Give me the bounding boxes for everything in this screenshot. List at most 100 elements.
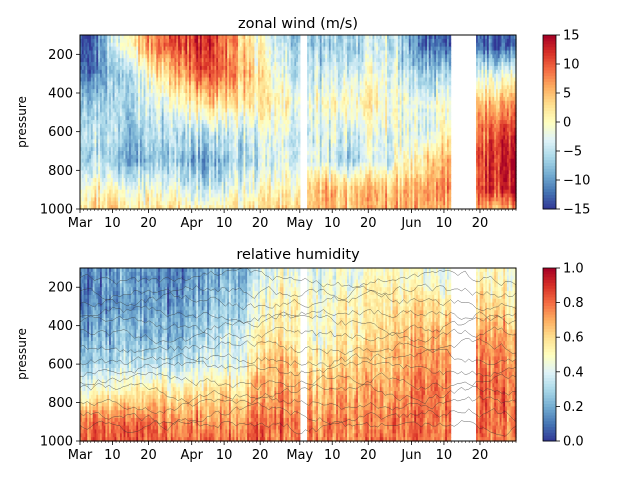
heatmap-cell xyxy=(80,178,83,183)
heatmap-cell xyxy=(116,69,119,75)
heatmap-cell xyxy=(118,166,121,171)
heatmap-cell xyxy=(94,178,97,183)
heatmap-cell xyxy=(89,108,92,113)
heatmap-cell xyxy=(98,197,101,202)
heatmap-cell xyxy=(109,81,112,86)
heatmap-cell xyxy=(94,154,97,160)
heatmap-cell xyxy=(116,89,119,94)
heatmap-cell xyxy=(90,178,94,183)
heatmap-cell xyxy=(85,185,88,191)
heatmap-cell xyxy=(110,58,114,63)
heatmap-cell xyxy=(80,54,83,59)
heatmap-cell xyxy=(83,127,87,133)
heatmap-cell xyxy=(83,50,87,55)
zonal-wind-panel: zonal wind (m/s) pressure Mar 10 20 Apr 10 20… xyxy=(15,16,590,231)
heatmap-cell xyxy=(123,147,127,152)
heatmap-cell xyxy=(98,123,101,129)
heatmap-cell xyxy=(105,185,108,191)
heatmap-cell xyxy=(101,189,105,195)
heatmap-cell xyxy=(90,116,94,121)
heatmap-cell xyxy=(92,178,96,183)
heatmap-cell xyxy=(81,65,85,71)
heatmap-cell xyxy=(92,42,96,48)
heatmap-cell xyxy=(123,205,127,210)
heatmap-cell xyxy=(118,151,121,156)
heatmap-cell xyxy=(89,147,92,152)
heatmap-cell xyxy=(110,62,114,67)
heatmap-cell xyxy=(94,120,97,125)
heatmap-cell xyxy=(89,104,92,110)
heatmap-cell xyxy=(109,170,112,175)
heatmap-cell xyxy=(98,116,101,121)
heatmap-cell xyxy=(121,38,125,44)
heatmap-cell xyxy=(101,201,105,206)
heatmap-cell xyxy=(101,127,105,133)
heatmap-cell xyxy=(89,58,92,63)
heatmap-cell xyxy=(85,50,88,55)
heatmap-cell xyxy=(96,135,99,140)
heatmap-cell xyxy=(118,38,121,44)
heatmap-cell xyxy=(121,147,125,152)
heatmap-cell xyxy=(98,58,101,63)
heatmap-cell xyxy=(83,62,87,67)
heatmap-cell xyxy=(94,193,97,198)
heatmap-cell xyxy=(103,185,107,191)
heatmap-cell xyxy=(103,96,107,102)
heatmap-cell xyxy=(101,120,105,125)
heatmap-cell xyxy=(125,81,128,86)
heatmap-cell xyxy=(105,197,108,202)
heatmap-cell xyxy=(94,77,97,82)
heatmap-cell xyxy=(119,131,123,137)
heatmap-cell xyxy=(94,104,97,110)
heatmap-cell xyxy=(99,166,103,171)
heatmap-cell xyxy=(81,189,85,195)
heatmap-cell xyxy=(114,89,117,94)
heatmap-cell xyxy=(105,65,108,71)
heatmap-cell xyxy=(83,174,87,179)
heatmap-cell xyxy=(94,205,97,210)
heatmap-cell xyxy=(89,154,92,160)
heatmap-cell xyxy=(80,143,83,148)
heatmap-cell xyxy=(87,123,90,129)
heatmap-cell xyxy=(125,158,128,164)
heatmap-cell xyxy=(87,58,90,63)
heatmap-cell xyxy=(87,174,90,179)
heatmap-cell xyxy=(107,158,110,164)
heatmap-cell xyxy=(119,189,123,195)
heatmap-cell xyxy=(125,65,128,71)
heatmap-cell xyxy=(87,69,90,75)
heatmap-cell xyxy=(110,166,114,171)
heatmap-cell xyxy=(116,193,119,198)
heatmap-cell xyxy=(107,197,110,202)
heatmap-cell xyxy=(110,73,114,79)
heatmap-cell xyxy=(83,139,87,144)
heatmap-cell xyxy=(87,193,90,198)
heatmap-cell xyxy=(118,35,121,40)
heatmap-cell xyxy=(127,96,130,102)
heatmap-cell xyxy=(96,174,99,179)
heatmap-cell xyxy=(114,174,117,179)
heatmap-cell xyxy=(107,139,110,144)
heatmap-cell xyxy=(92,85,96,90)
heatmap-cell xyxy=(118,174,121,179)
heatmap-cell xyxy=(89,131,92,137)
heatmap-cell xyxy=(80,127,83,133)
heatmap-cell xyxy=(119,162,123,168)
heatmap-cell xyxy=(109,96,112,102)
heatmap-cell xyxy=(103,65,107,71)
heatmap-cell xyxy=(101,147,105,152)
heatmap-cell xyxy=(107,65,110,71)
heatmap-cell xyxy=(125,85,128,90)
heatmap-cell xyxy=(92,139,96,144)
heatmap-cell xyxy=(105,131,108,137)
heatmap-cell xyxy=(101,38,105,44)
heatmap-cell xyxy=(114,135,117,140)
heatmap-cell xyxy=(94,46,97,52)
heatmap-cell xyxy=(119,147,123,152)
heatmap-cell xyxy=(109,35,112,40)
heatmap-cell xyxy=(118,139,121,144)
heatmap-cell xyxy=(83,193,87,198)
heatmap-cell xyxy=(101,116,105,121)
heatmap-cell xyxy=(99,135,103,140)
heatmap-cell xyxy=(103,62,107,67)
